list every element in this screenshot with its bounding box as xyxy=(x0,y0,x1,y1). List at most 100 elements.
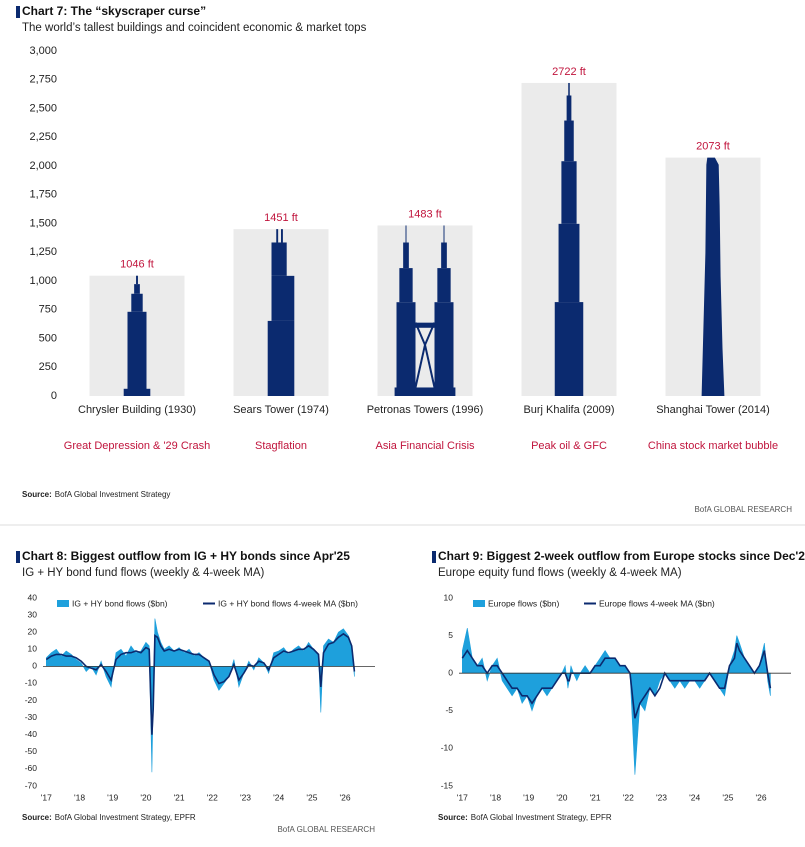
x-tick-label: '25 xyxy=(722,792,733,802)
y-tick-label: -10 xyxy=(441,743,454,753)
building-silhouette xyxy=(561,161,577,224)
x-tick-label: '24 xyxy=(689,792,700,802)
source-label: Source: xyxy=(438,813,468,822)
x-tick-label: Chrysler Building (1930) xyxy=(78,404,196,416)
building-silhouette xyxy=(566,95,572,121)
source-note: Source: BofA Global Investment Strategy, … xyxy=(438,813,612,822)
y-tick-label: 3,000 xyxy=(29,45,57,57)
y-tick-label: 20 xyxy=(28,626,38,636)
bar xyxy=(377,225,473,396)
building-silhouette xyxy=(127,311,147,396)
y-tick-label: 250 xyxy=(39,361,57,373)
chart-subtitle: Europe equity fund flows (weekly & 4-wee… xyxy=(438,567,682,579)
y-tick-label: 1,250 xyxy=(29,246,57,258)
y-tick-label: 2,750 xyxy=(29,74,57,86)
x-tick-label: '26 xyxy=(756,792,767,802)
y-tick-label: 2,250 xyxy=(29,131,57,143)
source-text: BofA Global Investment Strategy, EPFR xyxy=(471,813,612,822)
ma-line xyxy=(45,632,356,735)
source-label: Source: xyxy=(22,813,52,822)
value-label: 1046 ft xyxy=(120,259,154,271)
source-note: Source: BofA Global Investment Strategy xyxy=(22,490,170,499)
building-silhouette xyxy=(403,242,409,269)
building-silhouette xyxy=(701,157,725,396)
title-marker xyxy=(432,551,436,563)
building-silhouette xyxy=(136,275,138,285)
source-text: BofA Global Investment Strategy, EPFR xyxy=(55,813,196,822)
x-tick-label: '18 xyxy=(74,792,85,802)
y-tick-label: -30 xyxy=(25,712,38,722)
x-tick-label: '17 xyxy=(41,792,52,802)
legend-label: IG + HY bond flows ($bn) xyxy=(72,598,168,608)
y-tick-label: 0 xyxy=(448,667,453,677)
event-label: Great Depression & '29 Crash xyxy=(64,440,210,452)
source-label: Source: xyxy=(22,490,52,499)
legend-swatch xyxy=(473,600,485,607)
building-silhouette xyxy=(267,320,295,396)
x-tick-label: '25 xyxy=(306,792,317,802)
building-silhouette xyxy=(554,302,584,396)
building-silhouette xyxy=(414,344,426,388)
x-tick-label: Shanghai Tower (2014) xyxy=(656,404,770,416)
x-tick-label: '22 xyxy=(207,792,218,802)
event-label: China stock market bubble xyxy=(648,440,778,452)
building-silhouette xyxy=(134,284,140,294)
y-tick-label: -40 xyxy=(25,729,38,739)
x-tick-label: Burj Khalifa (2009) xyxy=(523,404,614,416)
building-silhouette xyxy=(405,225,407,243)
building-silhouette xyxy=(558,223,580,303)
x-tick-label: '24 xyxy=(273,792,284,802)
x-tick-label: '19 xyxy=(107,792,118,802)
title-marker xyxy=(16,6,20,18)
value-label: 2073 ft xyxy=(696,141,730,153)
building-silhouette xyxy=(271,242,287,276)
y-tick-label: -20 xyxy=(25,695,38,705)
event-label: Peak oil & GFC xyxy=(531,440,607,452)
y-tick-label: -15 xyxy=(441,780,454,790)
building-silhouette xyxy=(414,322,426,346)
building-silhouette xyxy=(394,387,456,396)
chart-title: Chart 7: The “skyscraper curse” xyxy=(22,4,206,18)
ma-line xyxy=(461,642,772,719)
y-tick-label: 0 xyxy=(51,390,57,402)
legend-swatch xyxy=(57,600,69,607)
chart-title: Chart 8: Biggest outflow from IG + HY bo… xyxy=(22,549,350,563)
y-tick-label: 1,000 xyxy=(29,275,57,287)
x-tick-label: '26 xyxy=(340,792,351,802)
y-tick-label: 750 xyxy=(39,304,57,316)
title-marker xyxy=(16,551,20,563)
x-tick-label: '19 xyxy=(523,792,534,802)
y-tick-label: 10 xyxy=(28,644,38,654)
y-tick-label: 5 xyxy=(448,630,453,640)
flow-area xyxy=(46,618,355,773)
y-tick-label: 1,500 xyxy=(29,217,57,229)
value-label: 1483 ft xyxy=(408,208,442,220)
x-tick-label: '20 xyxy=(140,792,151,802)
building-silhouette xyxy=(396,302,416,396)
building-silhouette xyxy=(437,268,451,303)
x-tick-label: Sears Tower (1974) xyxy=(233,404,329,416)
building-silhouette xyxy=(271,275,295,321)
y-tick-label: 30 xyxy=(28,609,38,619)
building-silhouette xyxy=(415,322,435,328)
y-tick-label: -50 xyxy=(25,746,38,756)
x-tick-label: '23 xyxy=(240,792,251,802)
brand: BofA GLOBAL RESEARCH xyxy=(694,505,792,514)
brand: BofA GLOBAL RESEARCH xyxy=(277,825,375,834)
building-silhouette xyxy=(441,242,447,269)
chart-title: Chart 9: Biggest 2-week outflow from Eur… xyxy=(438,549,805,563)
building-silhouette xyxy=(434,302,454,396)
y-tick-label: 40 xyxy=(28,592,38,602)
flow-area xyxy=(462,628,771,775)
source-note: Source: BofA Global Investment Strategy, … xyxy=(22,813,196,822)
building-silhouette xyxy=(564,120,574,162)
building-silhouette xyxy=(399,268,413,303)
y-tick-label: 2,500 xyxy=(29,102,57,114)
building-silhouette xyxy=(276,229,279,243)
x-tick-label: '18 xyxy=(490,792,501,802)
x-tick-label: '22 xyxy=(623,792,634,802)
building-silhouette xyxy=(131,293,143,312)
source-text: BofA Global Investment Strategy xyxy=(55,490,171,499)
legend-label: Europe flows 4-week MA ($bn) xyxy=(599,598,715,608)
x-tick-label: '21 xyxy=(174,792,185,802)
